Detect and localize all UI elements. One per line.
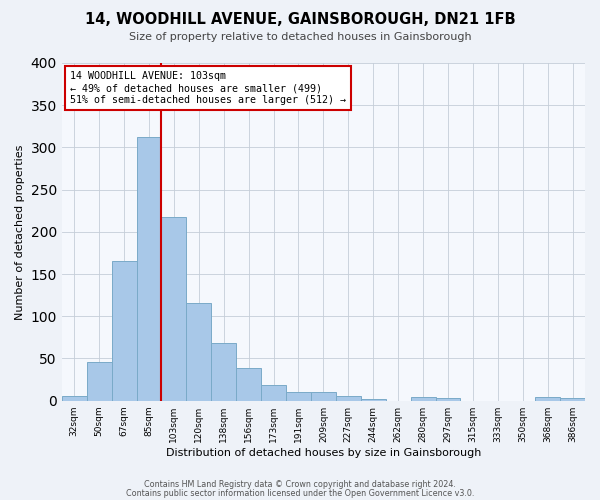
Bar xyxy=(560,398,585,400)
Bar xyxy=(261,384,286,400)
Bar xyxy=(361,399,386,400)
X-axis label: Distribution of detached houses by size in Gainsborough: Distribution of detached houses by size … xyxy=(166,448,481,458)
Bar xyxy=(336,396,361,400)
Text: Size of property relative to detached houses in Gainsborough: Size of property relative to detached ho… xyxy=(128,32,472,42)
Bar xyxy=(311,392,336,400)
Bar xyxy=(535,398,560,400)
Bar xyxy=(436,398,460,400)
Bar xyxy=(62,396,87,400)
Text: Contains public sector information licensed under the Open Government Licence v3: Contains public sector information licen… xyxy=(126,488,474,498)
Y-axis label: Number of detached properties: Number of detached properties xyxy=(15,144,25,320)
Bar xyxy=(112,262,137,400)
Text: 14, WOODHILL AVENUE, GAINSBOROUGH, DN21 1FB: 14, WOODHILL AVENUE, GAINSBOROUGH, DN21 … xyxy=(85,12,515,28)
Text: 14 WOODHILL AVENUE: 103sqm
← 49% of detached houses are smaller (499)
51% of sem: 14 WOODHILL AVENUE: 103sqm ← 49% of deta… xyxy=(70,72,346,104)
Bar xyxy=(137,138,161,400)
Bar xyxy=(236,368,261,400)
Bar xyxy=(410,398,436,400)
Bar xyxy=(286,392,311,400)
Bar xyxy=(211,344,236,400)
Bar xyxy=(161,216,187,400)
Bar xyxy=(87,362,112,401)
Bar xyxy=(187,303,211,400)
Text: Contains HM Land Registry data © Crown copyright and database right 2024.: Contains HM Land Registry data © Crown c… xyxy=(144,480,456,489)
